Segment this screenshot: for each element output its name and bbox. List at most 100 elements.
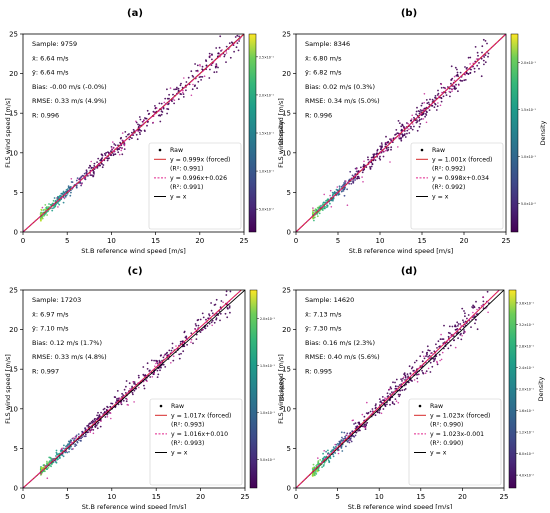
panel-label: (a) [127, 8, 143, 19]
scatter-point [173, 88, 176, 91]
stat-line: Bias: 0.12 m/s (1.7%) [32, 339, 102, 347]
scatter-point [386, 392, 389, 395]
scatter-point [182, 91, 184, 94]
scatter-point [454, 346, 457, 349]
stat-line: R: 0.996 [32, 112, 59, 120]
scatter-point [464, 79, 467, 81]
scatter-point [63, 192, 66, 194]
scatter-point [378, 398, 381, 400]
scatter-point [361, 176, 363, 178]
scatter-point [187, 76, 190, 79]
scatter-point [394, 387, 397, 390]
y-tick-label: 10 [9, 149, 18, 157]
scatter-point [463, 310, 465, 312]
scatter-point [327, 449, 329, 452]
scatter-point [419, 355, 422, 358]
scatter-point [457, 75, 459, 78]
scatter-point [226, 316, 229, 319]
scatter-point [51, 458, 54, 460]
scatter-point [160, 113, 163, 116]
scatter-point [123, 388, 126, 391]
scatter-point [107, 151, 110, 154]
scatter-point [312, 209, 315, 212]
scatter-point [113, 143, 116, 145]
scatter-point [164, 97, 167, 100]
scatter-point [312, 473, 314, 475]
scatter-point [209, 68, 211, 71]
scatter-point [456, 71, 459, 74]
scatter-point [478, 62, 480, 64]
scatter-point [103, 407, 106, 410]
scatter-point [346, 434, 348, 437]
scatter-point [338, 185, 341, 188]
scatter-point [317, 460, 320, 462]
scatter-point [44, 208, 46, 211]
scatter-point [412, 370, 415, 372]
legend-sublabel: (R²: 0.990) [430, 440, 463, 447]
scatter-point [164, 366, 167, 368]
scatter-point [330, 206, 333, 208]
scatter-point [173, 99, 176, 101]
y-tick-label: 15 [9, 110, 18, 118]
scatter-point [196, 87, 199, 90]
scatter-point [315, 471, 317, 473]
scatter-panel: (b) 00 5 5 10 10 15 15 20 20 25 25 St.B reference wi… [277, 8, 547, 255]
scatter-point [421, 360, 424, 363]
scatter-point [96, 427, 99, 430]
scatter-point [201, 65, 204, 68]
scatter-point [93, 162, 96, 165]
scatter-point [127, 133, 129, 136]
scatter-point [363, 163, 365, 166]
scatter-point [425, 114, 428, 116]
scatter-point [145, 117, 148, 120]
scatter-point [40, 213, 43, 215]
stat-line: RMSE: 0.33 m/s (4.8%) [32, 353, 107, 361]
scatter-point [363, 415, 366, 418]
scatter-point [383, 150, 385, 153]
scatter-point [445, 94, 448, 96]
scatter-point [62, 190, 65, 193]
scatter-point [92, 429, 95, 431]
scatter-point [448, 325, 451, 328]
scatter-point [76, 177, 79, 180]
scatter-point [58, 195, 61, 198]
scatter-point [201, 76, 204, 78]
scatter-point [365, 423, 367, 426]
scatter-point [487, 52, 490, 55]
scatter-point [84, 177, 87, 179]
plot-area [23, 290, 245, 488]
scatter-point [427, 367, 430, 370]
scatter-point [182, 350, 185, 353]
scatter-point [421, 351, 424, 353]
scatter-point [391, 402, 394, 405]
scatter-point [84, 435, 87, 438]
scatter-point [331, 191, 334, 194]
scatter-point [459, 71, 462, 74]
scatter-point [132, 134, 135, 137]
scatter-point [334, 452, 337, 454]
x-tick-label: 25 [241, 493, 250, 501]
scatter-point [434, 357, 436, 360]
scatter-point [62, 201, 65, 204]
scatter-point [74, 445, 76, 447]
scatter-point [486, 42, 488, 45]
scatter-point [337, 442, 339, 445]
scatter-point [70, 191, 72, 194]
scatter-point [406, 129, 409, 132]
scatter-point [114, 406, 117, 409]
scatter-point [462, 325, 465, 328]
free-fit-line [296, 34, 506, 232]
scatter-point [362, 181, 364, 183]
scatter-point [469, 56, 472, 59]
legend-box [148, 142, 242, 230]
scatter-point [131, 391, 134, 394]
scatter-point [208, 52, 211, 55]
scatter-point [375, 153, 378, 156]
scatter-point [371, 163, 374, 166]
scatter-point [474, 46, 477, 48]
scatter-point [182, 96, 185, 98]
scatter-point [71, 181, 74, 184]
scatter-point [444, 91, 447, 94]
stat-line: RMSE: 0.33 m/s (4.9%) [32, 97, 107, 105]
scatter-point [154, 365, 156, 368]
